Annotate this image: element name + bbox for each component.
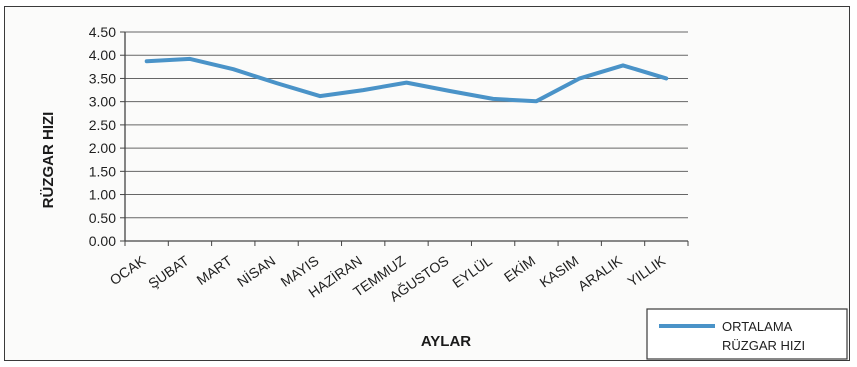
y-tick-label: 3.00 [89, 94, 116, 110]
x-tick-label: ŞUBAT [145, 252, 192, 292]
y-tick-label: 1.00 [89, 187, 116, 203]
y-tick-label: 4.00 [89, 47, 116, 63]
y-tick-label: 1.50 [89, 163, 116, 179]
x-axis-title: AYLAR [421, 333, 471, 350]
x-tick-label: ARALIK [575, 252, 626, 294]
y-tick-label: 2.00 [89, 140, 116, 156]
y-tick-label: 0.50 [89, 210, 116, 226]
legend-label-line1: ORTALAMA [722, 319, 793, 334]
y-tick-label: 4.50 [89, 24, 116, 40]
chart-frame [4, 6, 850, 361]
x-tick-label: KASIM [537, 252, 582, 290]
x-tick-label: NİSAN [233, 252, 278, 290]
x-tick-label: MART [194, 252, 236, 288]
x-tick-label: YILLIK [624, 252, 668, 290]
legend: ORTALAMA RÜZGAR HIZI [646, 308, 848, 360]
series-line [144, 56, 669, 104]
y-tick-label: 2.50 [89, 117, 116, 133]
x-tick-label: OCAK [107, 252, 149, 288]
legend-label-line2: RÜZGAR HIZI [722, 338, 805, 353]
x-tick-label: EKİM [500, 252, 538, 286]
legend-box [646, 308, 848, 360]
y-axis-title: RÜZGAR HIZI [40, 112, 57, 209]
series-layer [144, 56, 669, 104]
x-tick-label: EYLÜL [449, 251, 495, 290]
y-tick-label: 3.50 [89, 70, 116, 86]
y-tick-label: 0.00 [89, 233, 116, 249]
gridlines [124, 31, 688, 242]
y-axis-ticks: 0.00 0.50 1.00 1.50 2.00 2.50 3.00 3.50 4.00 4.50 [89, 24, 125, 249]
